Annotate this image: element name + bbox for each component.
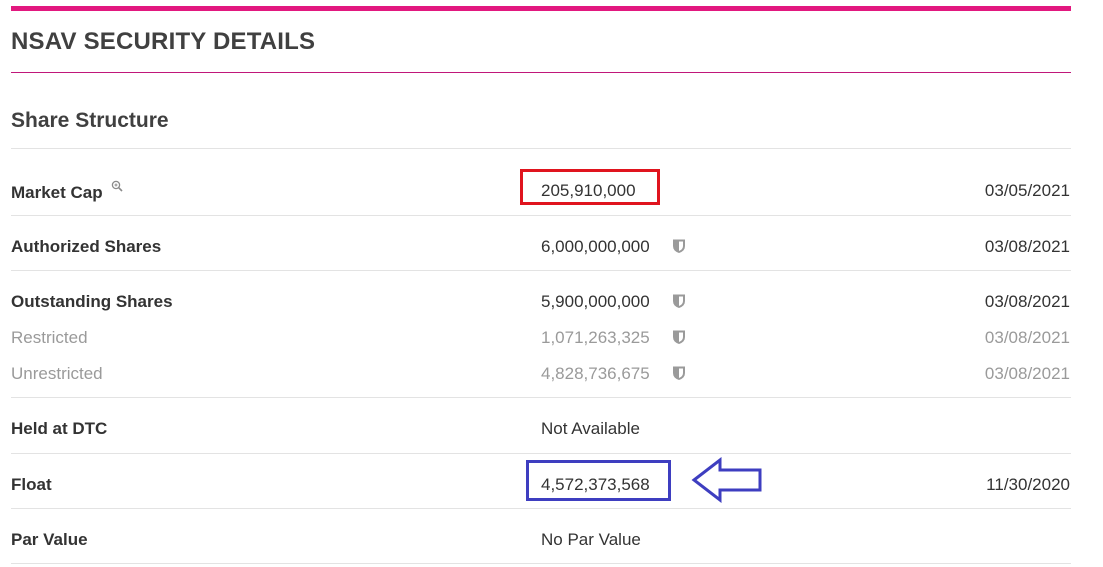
row-divider <box>11 270 1071 271</box>
row-divider <box>11 508 1071 509</box>
section-title: Share Structure <box>11 109 169 132</box>
unrestricted-label: Unrestricted <box>11 364 103 383</box>
authorized-shares-label: Authorized Shares <box>11 237 162 256</box>
magnifier-icon[interactable] <box>111 180 123 192</box>
row-divider <box>11 563 1071 564</box>
shield-icon[interactable] <box>672 329 686 345</box>
red-highlight-box <box>520 169 660 205</box>
title-divider <box>11 72 1071 73</box>
row-divider <box>11 453 1071 454</box>
row-divider <box>11 397 1071 398</box>
authorized-shares-date: 03/08/2021 <box>984 237 1070 256</box>
shield-icon[interactable] <box>672 238 686 254</box>
market-cap-date: 03/05/2021 <box>984 181 1070 200</box>
restricted-value: 1,071,263,325 <box>541 328 650 347</box>
blue-highlight-box <box>526 460 671 501</box>
par-value-value: No Par Value <box>541 530 641 549</box>
restricted-date: 03/08/2021 <box>984 328 1070 347</box>
authorized-shares-value: 6,000,000,000 <box>541 237 650 256</box>
float-value: 4,572,373,568 <box>541 475 650 494</box>
outstanding-shares-date: 03/08/2021 <box>984 292 1070 311</box>
shield-icon[interactable] <box>672 293 686 309</box>
float-label: Float <box>11 475 52 494</box>
restricted-label: Restricted <box>11 328 88 347</box>
held-at-dtc-value: Not Available <box>541 419 640 438</box>
outstanding-shares-label: Outstanding Shares <box>11 292 173 311</box>
section-divider <box>11 148 1071 149</box>
outstanding-shares-value: 5,900,000,000 <box>541 292 650 311</box>
shield-icon[interactable] <box>672 365 686 381</box>
header-accent-bar <box>11 6 1071 11</box>
arrow-left-icon <box>691 457 762 503</box>
float-date: 11/30/2020 <box>986 475 1070 494</box>
page-title: NSAV SECURITY DETAILS <box>11 28 316 55</box>
par-value-label: Par Value <box>11 530 88 549</box>
row-divider <box>11 215 1071 216</box>
market-cap-value: 205,910,000 <box>541 181 636 200</box>
held-at-dtc-label: Held at DTC <box>11 419 108 438</box>
unrestricted-date: 03/08/2021 <box>984 364 1070 383</box>
unrestricted-value: 4,828,736,675 <box>541 364 650 383</box>
market-cap-label: Market Cap <box>11 183 103 202</box>
